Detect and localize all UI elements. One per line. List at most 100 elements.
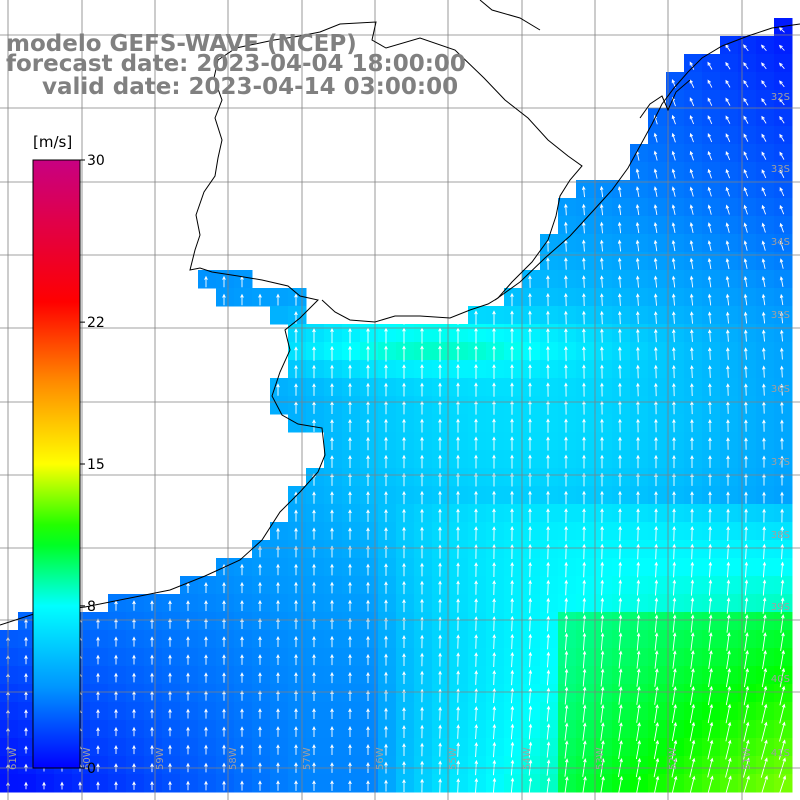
wind-vector bbox=[582, 632, 587, 651]
wind-vector bbox=[456, 382, 460, 397]
wind-speed-cell bbox=[756, 324, 775, 343]
wind-vector bbox=[222, 780, 226, 791]
wind-vector bbox=[348, 454, 352, 468]
wind-speed-cell bbox=[702, 54, 721, 73]
wind-vector bbox=[186, 780, 190, 791]
wind-speed-cell bbox=[486, 306, 505, 325]
wind-speed-cell bbox=[414, 774, 433, 793]
wind-vector bbox=[600, 650, 605, 669]
wind-vector bbox=[402, 562, 406, 577]
wind-vector bbox=[348, 491, 352, 504]
wind-speed-cell bbox=[630, 270, 649, 289]
wind-speed-cell bbox=[558, 774, 577, 793]
wind-speed-cell bbox=[684, 252, 703, 271]
wind-vector bbox=[707, 115, 713, 125]
latitude-label: 34S bbox=[771, 237, 790, 248]
wind-speed-cell bbox=[684, 594, 703, 613]
wind-speed-cell bbox=[648, 126, 667, 145]
wind-speed-cell bbox=[306, 396, 325, 415]
wind-vector bbox=[671, 204, 676, 215]
wind-vector bbox=[564, 275, 568, 288]
wind-vector bbox=[222, 708, 226, 719]
wind-speed-cell bbox=[504, 306, 523, 325]
wind-vector bbox=[582, 597, 587, 614]
wind-speed-cell bbox=[666, 216, 685, 235]
wind-vector bbox=[744, 508, 748, 523]
wind-vector bbox=[581, 239, 586, 252]
wind-vector bbox=[600, 543, 604, 560]
wind-vector bbox=[762, 365, 766, 378]
wind-vector bbox=[366, 436, 370, 451]
wind-speed-cell bbox=[756, 576, 775, 595]
wind-vector bbox=[132, 600, 136, 611]
wind-speed-cell bbox=[720, 180, 739, 199]
wind-speed-cell bbox=[648, 450, 667, 469]
wind-speed-cell bbox=[684, 702, 703, 721]
wind-vector bbox=[312, 527, 316, 540]
wind-speed-cell bbox=[558, 576, 577, 595]
wind-speed-cell bbox=[720, 594, 739, 613]
wind-vector bbox=[546, 490, 550, 505]
wind-vector bbox=[402, 526, 406, 541]
wind-speed-cell bbox=[594, 396, 613, 415]
wind-vector bbox=[474, 741, 479, 758]
wind-vector bbox=[546, 345, 550, 362]
wind-vector bbox=[564, 257, 568, 270]
wind-speed-cell bbox=[774, 36, 793, 55]
wind-vector bbox=[366, 327, 370, 344]
wind-speed-cell bbox=[702, 306, 721, 325]
wind-speed-cell bbox=[360, 504, 379, 523]
wind-speed-cell bbox=[738, 324, 757, 343]
wind-speed-cell bbox=[720, 414, 739, 433]
wind-speed-cell bbox=[666, 504, 685, 523]
wind-vector bbox=[528, 400, 532, 415]
wind-speed-cell bbox=[504, 702, 523, 721]
wind-vector bbox=[312, 419, 316, 432]
wind-vector bbox=[582, 508, 586, 523]
wind-vector bbox=[708, 543, 713, 560]
wind-speed-cell bbox=[432, 360, 451, 379]
wind-speed-cell bbox=[18, 738, 37, 757]
wind-speed-cell bbox=[630, 504, 649, 523]
wind-speed-cell bbox=[432, 558, 451, 577]
wind-speed-cell bbox=[702, 576, 721, 595]
wind-vector bbox=[671, 222, 676, 233]
wind-vector bbox=[222, 599, 226, 611]
wind-speed-cell bbox=[342, 432, 361, 451]
wind-speed-cell bbox=[306, 324, 325, 343]
wind-vector bbox=[689, 739, 696, 760]
wind-speed-cell bbox=[522, 702, 541, 721]
wind-vector bbox=[743, 44, 749, 52]
wind-vector bbox=[672, 632, 677, 651]
wind-vector bbox=[294, 346, 298, 361]
wind-speed-cell bbox=[648, 540, 667, 559]
wind-speed-cell bbox=[756, 162, 775, 181]
longitude-label: 53W bbox=[595, 747, 606, 770]
wind-speed-cell bbox=[720, 234, 739, 253]
coastline-west bbox=[0, 21, 583, 626]
wind-vector bbox=[312, 581, 316, 594]
wind-speed-cell bbox=[666, 576, 685, 595]
wind-speed-cell bbox=[432, 738, 451, 757]
wind-speed-cell bbox=[756, 414, 775, 433]
wind-vector bbox=[114, 672, 118, 683]
wind-vector bbox=[725, 133, 731, 143]
wind-vector bbox=[744, 365, 748, 378]
wind-speed-cell bbox=[756, 666, 775, 685]
wind-vector bbox=[708, 614, 713, 633]
wind-vector bbox=[384, 599, 388, 612]
wind-vector bbox=[24, 709, 28, 718]
wind-vector bbox=[653, 739, 660, 760]
wind-speed-cell bbox=[576, 324, 595, 343]
wind-speed-cell bbox=[378, 486, 397, 505]
wind-speed-cell bbox=[720, 324, 739, 343]
wind-speed-cell bbox=[558, 612, 577, 631]
wind-vector bbox=[420, 472, 424, 487]
wind-vector bbox=[762, 383, 766, 396]
wind-speed-cell bbox=[612, 720, 631, 739]
wind-vector bbox=[294, 509, 298, 522]
wind-vector bbox=[222, 275, 226, 288]
wind-speed-cell bbox=[702, 540, 721, 559]
wind-vector bbox=[438, 400, 442, 415]
wind-vector bbox=[564, 632, 569, 651]
